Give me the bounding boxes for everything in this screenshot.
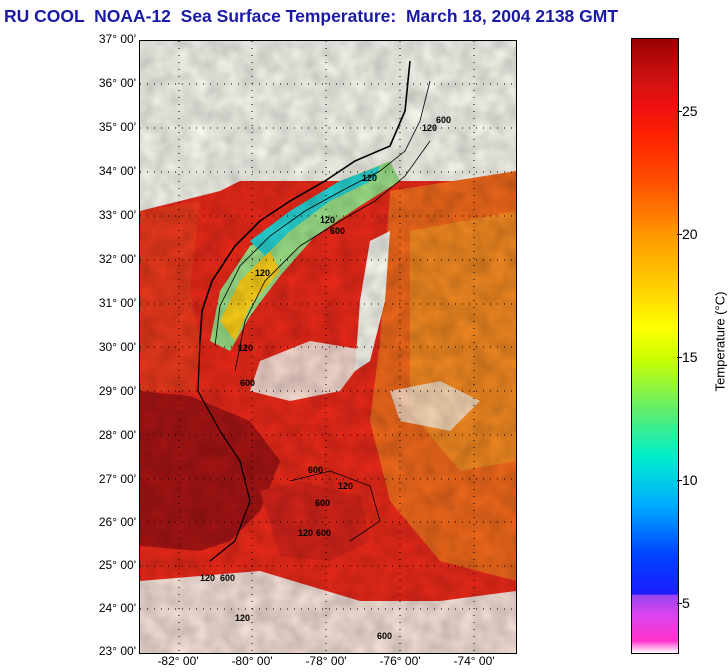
- lon-label: -82° 00': [157, 654, 199, 668]
- lon-label: -76° 00': [379, 654, 421, 668]
- lon-label: -80° 00': [231, 654, 273, 668]
- bahamas-contour: [289, 470, 381, 542]
- contour-label: 600: [436, 115, 451, 125]
- contour-label: 120: [255, 268, 270, 278]
- sst-map-canvas: 120 600 120 120 600 120 120 600 120 600 …: [140, 41, 516, 653]
- colorbar-tick-label: 5: [682, 595, 690, 611]
- contour-label: 600: [377, 631, 392, 641]
- contour-label: 120: [298, 528, 313, 538]
- colorbar-tick-mark: [677, 234, 682, 235]
- colorbar-tick-label: 25: [682, 103, 698, 119]
- contour-label: 120: [238, 343, 253, 353]
- contour-label: 600: [240, 378, 255, 388]
- contour-labels: 120 600 120 120 600 120 120 600 120 600 …: [200, 115, 451, 641]
- lat-label: 34° 00': [98, 164, 136, 178]
- colorbar-tick-mark: [677, 603, 682, 604]
- sst-map[interactable]: 120 600 120 120 600 120 120 600 120 600 …: [139, 40, 517, 654]
- colorbar-axis-label: Temperature (°C): [712, 291, 728, 392]
- contour-label: 120: [235, 613, 250, 623]
- lat-label: 37° 00': [98, 32, 136, 46]
- lat-label: 36° 00': [98, 76, 136, 90]
- lat-label: 35° 00': [98, 120, 136, 134]
- lat-label: 29° 00': [98, 384, 136, 398]
- colorbar-tick-mark: [677, 480, 682, 481]
- colorbar-tick-label: 15: [682, 349, 698, 365]
- lat-label: 30° 00': [98, 340, 136, 354]
- lat-label: 31° 00': [98, 296, 136, 310]
- lat-label: 32° 00': [98, 252, 136, 266]
- colorbar-tick-label: 10: [682, 472, 698, 488]
- lat-label: 23° 00': [98, 644, 136, 658]
- texture-overlay: [140, 41, 516, 653]
- isobath-600: [234, 140, 431, 372]
- coastline: [199, 60, 411, 342]
- lat-label: 24° 00': [98, 601, 136, 615]
- contour-label: 120: [338, 481, 353, 491]
- contour-label: 600: [308, 465, 323, 475]
- contour-label: 120: [362, 173, 377, 183]
- contour-label: 600: [316, 528, 331, 538]
- contour-label: 120: [422, 123, 437, 133]
- temperature-colorbar: [631, 38, 679, 654]
- contour-label: 120: [200, 573, 215, 583]
- lat-label: 27° 00': [98, 472, 136, 486]
- contour-label: 600: [315, 498, 330, 508]
- contour-label: 600: [220, 573, 235, 583]
- contour-label: 120: [320, 215, 335, 225]
- colorbar-tick-label: 20: [682, 226, 698, 242]
- florida-coastline: [197, 340, 251, 562]
- lat-label: 26° 00': [98, 515, 136, 529]
- isobath-120: [214, 80, 431, 347]
- lat-label: 28° 00': [98, 428, 136, 442]
- contour-label: 600: [330, 226, 345, 236]
- colorbar-tick-mark: [677, 357, 682, 358]
- colorbar-tick-mark: [677, 111, 682, 112]
- lat-label: 33° 00': [98, 208, 136, 222]
- lon-label: -78° 00': [305, 654, 347, 668]
- lat-label: 25° 00': [98, 558, 136, 572]
- page-title: RU COOL NOAA-12 Sea Surface Temperature:…: [4, 6, 619, 26]
- lon-label: -74° 00': [453, 654, 495, 668]
